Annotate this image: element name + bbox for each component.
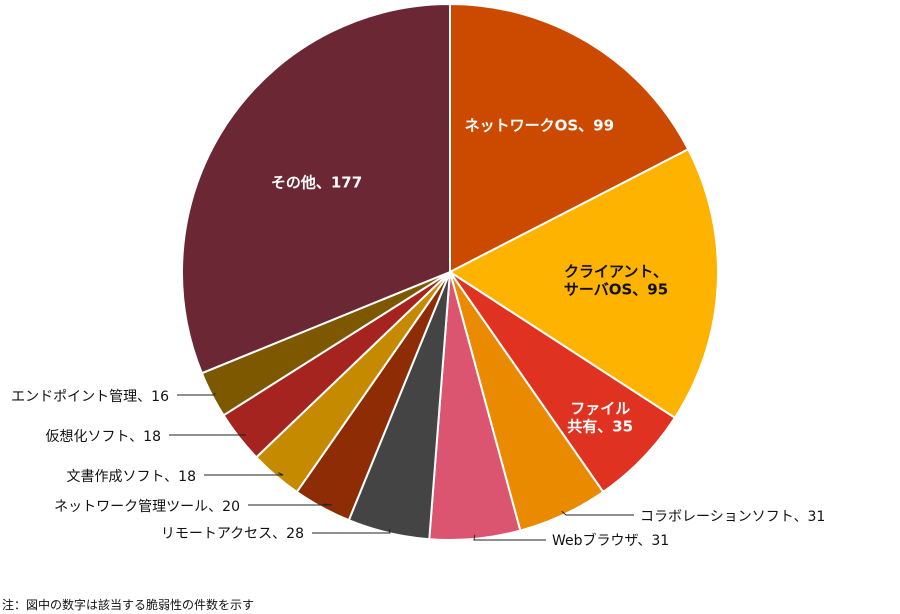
leader-line: [204, 472, 284, 476]
pie-slice: [449, 2, 690, 274]
footnote: 注：図中の数字は該当する脆弱性の件数を示す: [2, 598, 255, 612]
leader-line: [177, 392, 216, 396]
leader-line: [473, 534, 546, 541]
data-label: その他、177: [271, 173, 362, 191]
pie-slice: [181, 2, 451, 375]
data-labels: ネットワークOS、99 クライアント、サーバOS、95 ファイル共有、35 コラボレー…: [11, 117, 825, 549]
data-label: Webブラウザ、31: [552, 532, 669, 549]
data-label: ネットワークOS、99: [465, 117, 614, 135]
data-label: 仮想化ソフト、18: [45, 429, 161, 445]
data-label: コラボレーションソフト、31: [640, 509, 825, 525]
leader-lines: [169, 392, 634, 541]
pie-slices: [181, 2, 719, 541]
pie-slice: [448, 147, 719, 420]
leader-line: [248, 503, 333, 506]
leader-line: [312, 528, 391, 534]
data-label: エンドポイント管理、16: [11, 389, 169, 405]
data-label: クライアント、サーバOS、95: [564, 262, 668, 298]
data-label: リモートアクセス、28: [161, 526, 304, 542]
data-label: 文書作成ソフト、18: [66, 469, 196, 485]
leader-line: [561, 510, 634, 516]
data-label: ネットワーク管理ツール、20: [54, 499, 240, 515]
data-label: ファイル共有、35: [567, 399, 633, 435]
